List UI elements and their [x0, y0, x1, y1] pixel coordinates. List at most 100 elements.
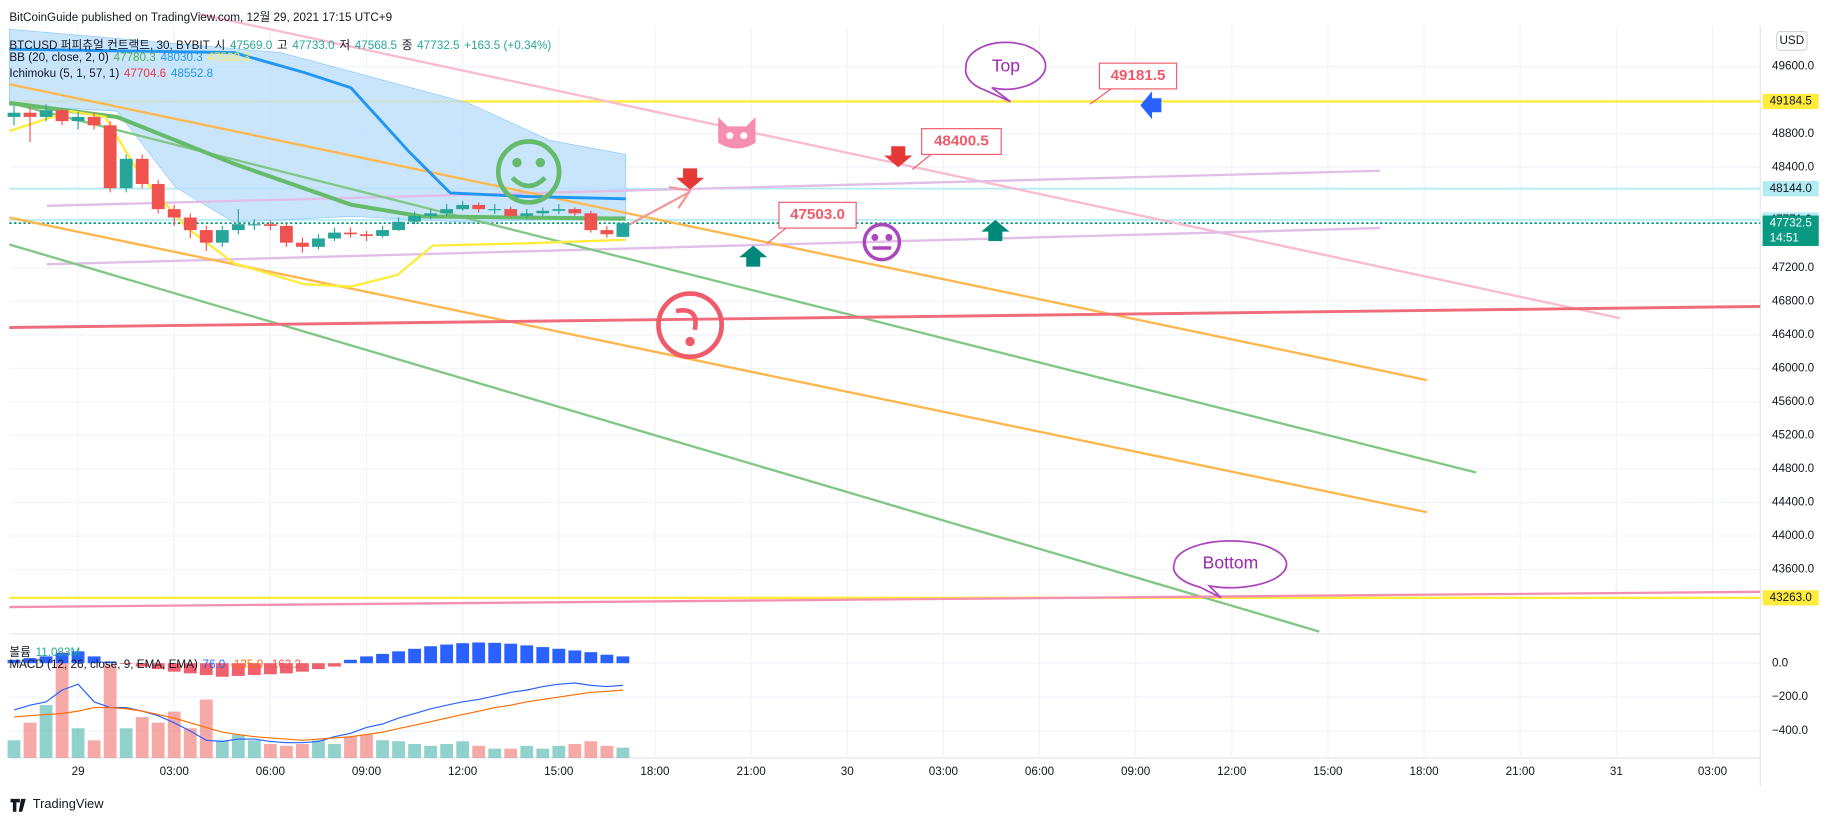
bb-basis — [9, 100, 626, 221]
ichimoku-cloud — [9, 28, 627, 223]
y-tick-label: −400.0 — [1772, 724, 1809, 737]
volume-bar — [600, 745, 614, 758]
x-tick-label: 03:00 — [1698, 765, 1728, 778]
candle-body — [472, 204, 486, 210]
x-tick-label: 06:00 — [256, 765, 286, 778]
macd-histogram-bar — [135, 663, 149, 667]
y-tick-label: 45200.0 — [1772, 429, 1815, 442]
price-label-box — [1762, 590, 1819, 606]
change: +163.5 (+0.34%) — [464, 39, 552, 53]
indicator-value: 47780.3 — [113, 51, 156, 65]
volume-bar — [488, 748, 502, 758]
macd-histogram-bar — [167, 663, 181, 672]
trend-line — [9, 304, 1761, 329]
candle-body — [440, 209, 454, 214]
volume-bar — [199, 699, 213, 758]
volume-bar — [328, 744, 341, 758]
y-tick-label: 46400.0 — [1772, 328, 1815, 341]
arrow-line — [628, 191, 689, 226]
currency-button[interactable] — [1776, 30, 1808, 51]
trend-line — [46, 226, 1381, 266]
x-tick-label: 12:00 — [448, 765, 478, 778]
y-tick-label: 49600.0 — [1772, 60, 1815, 73]
macd-histogram-bar — [7, 659, 21, 664]
x-tick-label: 15:00 — [1313, 765, 1343, 778]
candle-body — [263, 224, 277, 226]
macd-value: -162.2 — [267, 658, 302, 672]
volume-bar — [71, 728, 85, 758]
macd-histogram-bar — [119, 663, 133, 665]
arrow-down — [884, 146, 913, 168]
arrow-up — [739, 245, 768, 267]
ohlc-value: 47569.0 — [229, 39, 273, 53]
ohlc-value: 47733.0 — [292, 39, 335, 53]
volume-bar — [39, 705, 53, 758]
volume-bar — [231, 734, 245, 758]
x-tick-label: 03:00 — [160, 765, 190, 778]
y-tick-label: −200.0 — [1772, 690, 1809, 703]
x-tick-label: 21:00 — [1506, 765, 1536, 778]
price-label: 47732.5 — [1770, 216, 1813, 229]
macd-histogram-bar — [87, 656, 101, 664]
volume-bar — [103, 664, 117, 758]
candle-body — [23, 112, 37, 117]
volume-bar — [584, 741, 598, 758]
brand: TradingView — [33, 796, 104, 811]
volume-bar — [344, 736, 357, 758]
candle-body — [408, 215, 422, 222]
indicator-value: 48552.8 — [170, 67, 214, 81]
price-callout — [1098, 62, 1178, 90]
volume-name: 볼륨 — [9, 646, 31, 660]
volume-bar — [440, 744, 454, 758]
trend-line — [46, 169, 1381, 208]
indicator-value: 47530.3 — [207, 51, 250, 65]
volume-bar — [119, 728, 133, 758]
macd-histogram-bar — [440, 644, 454, 664]
candle-body — [424, 213, 438, 216]
trend-line — [9, 590, 1761, 609]
macd-histogram-bar — [312, 663, 325, 670]
candle-body — [344, 232, 357, 235]
smiley-green — [495, 139, 562, 205]
candle-body — [199, 230, 213, 243]
macd-histogram-bar — [39, 656, 53, 664]
candle-body — [600, 230, 614, 235]
macd-histogram-bar — [616, 656, 630, 664]
candle-body — [231, 224, 245, 231]
macd-histogram-bar — [151, 663, 165, 670]
smiley-red — [656, 291, 724, 360]
x-tick-label: 06:00 — [1025, 765, 1055, 778]
price-callout-text: 49181.5 — [1111, 67, 1166, 84]
macd-value: 76.0 — [202, 658, 226, 672]
macd-histogram-bar — [231, 663, 245, 676]
macd-histogram-bar — [408, 648, 422, 664]
volume-bar — [552, 745, 566, 758]
candle-body — [183, 217, 197, 231]
volume-bar — [183, 728, 197, 758]
price-label-box — [1762, 93, 1819, 110]
macd-histogram-bar — [504, 643, 518, 664]
macd-histogram-bar — [552, 648, 566, 664]
macd-histogram-bar — [215, 663, 229, 677]
ohlc-label: 종 — [401, 39, 413, 53]
x-tick-label: 03:00 — [929, 765, 959, 778]
ohlc-label: 고 — [276, 39, 288, 53]
x-tick-label: 12:00 — [1217, 765, 1247, 778]
x-tick-label: 21:00 — [736, 765, 766, 778]
ohlc-label: 시 — [214, 39, 226, 53]
candle-body — [119, 158, 133, 189]
y-tick-label: 48400.0 — [1772, 160, 1815, 173]
volume-bar — [135, 717, 149, 758]
candle-body — [536, 210, 550, 214]
publish-text: BitCoinGuide published on TradingView.co… — [9, 11, 393, 25]
volume-bar — [55, 652, 69, 758]
volume-bar — [472, 745, 486, 758]
y-tick-label: 44800.0 — [1772, 462, 1815, 475]
candle-body — [71, 116, 85, 122]
ohlc-label: 저 — [339, 39, 351, 53]
macd-histogram-bar — [55, 653, 69, 664]
candle-body — [55, 110, 69, 122]
currency[interactable]: USD — [1779, 34, 1804, 47]
annotation-text: Bottom — [1203, 552, 1259, 572]
candle-body — [568, 209, 582, 214]
